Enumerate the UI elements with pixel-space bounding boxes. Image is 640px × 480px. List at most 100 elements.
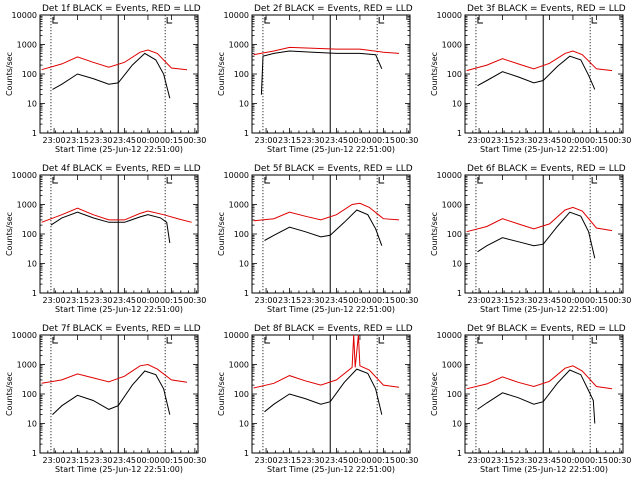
x-tick-label: 23:00 [43, 456, 66, 465]
y-tick-label: 10 [452, 100, 462, 109]
x-axis-label: Start Time (25-Jun-12 22:51:00) [480, 305, 608, 314]
plot-frame [39, 174, 199, 294]
y-tick-label: 10000 [437, 11, 462, 20]
y-tick-label: 10 [27, 420, 37, 429]
x-tick-label: 23:30 [514, 296, 537, 305]
y-tick-label: 10000 [224, 171, 249, 180]
x-axis-label: Start Time (25-Jun-12 22:51:00) [480, 145, 608, 154]
y-tick-label: 1000 [442, 361, 462, 370]
panel-title: Det 2f BLACK = Events, RED = LLD [254, 4, 413, 14]
x-tick-label: 00:00 [348, 296, 371, 305]
lld-series-line [41, 363, 188, 384]
y-tick-label: 100 [447, 70, 462, 79]
x-tick-label: 00:15 [372, 456, 395, 465]
x-axis-label: Start Time (25-Jun-12 22:51:00) [267, 305, 395, 314]
events-series-line [52, 52, 171, 99]
lld-series-line [253, 334, 400, 389]
x-tick-label: 00:30 [395, 456, 418, 465]
panel-title: Det 5f BLACK = Events, RED = LLD [254, 164, 413, 174]
y-tick-label: 100 [234, 390, 249, 399]
y-tick-label: 1 [244, 449, 249, 458]
x-tick-label: 00:00 [136, 136, 159, 145]
plot-frame [39, 14, 199, 134]
corner-mark [52, 17, 58, 24]
y-axis-label: Counts/sec [430, 212, 439, 256]
panel-title: Det 8f BLACK = Events, RED = LLD [254, 324, 413, 334]
x-tick-label: 23:15 [278, 296, 301, 305]
y-axis-label: Counts/sec [217, 52, 226, 96]
x-tick-label: 23:15 [278, 136, 301, 145]
corner-mark [52, 337, 58, 344]
y-tick-label: 10000 [12, 331, 37, 340]
y-tick-label: 10000 [12, 11, 37, 20]
x-tick-label: 23:30 [514, 456, 537, 465]
x-tick-label: 00:00 [348, 136, 371, 145]
y-tick-label: 1000 [229, 361, 249, 370]
x-tick-label: 23:15 [278, 456, 301, 465]
y-tick-label: 100 [447, 390, 462, 399]
lld-series-line [253, 46, 400, 56]
corner-mark [477, 337, 483, 344]
x-tick-label: 00:15 [585, 296, 608, 305]
y-tick-label: 1000 [17, 201, 37, 210]
x-tick-label: 23:00 [255, 136, 278, 145]
x-tick-label: 00:30 [395, 136, 418, 145]
x-tick-label: 00:15 [160, 136, 183, 145]
events-series-line [260, 50, 383, 95]
x-tick-label: 23:45 [113, 136, 136, 145]
x-tick-label: 23:30 [514, 136, 537, 145]
y-tick-label: 10000 [12, 171, 37, 180]
x-tick-label: 23:15 [491, 296, 514, 305]
corner-mark [591, 337, 598, 344]
x-tick-label: 23:45 [113, 456, 136, 465]
corner-mark [378, 17, 385, 24]
x-tick-label: 00:30 [183, 456, 206, 465]
y-tick-label: 1000 [17, 41, 37, 50]
y-tick-label: 10000 [224, 331, 249, 340]
lld-series-line [466, 206, 613, 233]
x-tick-label: 00:15 [372, 136, 395, 145]
plot-frame [251, 14, 411, 134]
x-axis-label: Start Time (25-Jun-12 22:51:00) [267, 465, 395, 474]
events-series-line [477, 369, 596, 424]
corner-mark [378, 337, 385, 344]
x-tick-label: 23:45 [325, 456, 348, 465]
x-tick-label: 23:45 [538, 296, 561, 305]
x-tick-label: 23:45 [325, 296, 348, 305]
x-tick-label: 23:30 [301, 296, 324, 305]
y-axis-label: Counts/sec [5, 372, 14, 416]
y-tick-label: 10 [239, 420, 249, 429]
x-tick-label: 00:00 [136, 456, 159, 465]
y-tick-label: 1000 [229, 201, 249, 210]
x-tick-label: 23:30 [301, 456, 324, 465]
panel-8: Det 8f BLACK = Events, RED = LLD 1 10 100 10… [217, 324, 418, 474]
corner-mark [264, 337, 270, 344]
events-series-line [477, 55, 596, 90]
corner-mark [166, 17, 173, 24]
x-tick-label: 00:30 [395, 296, 418, 305]
panel-title: Det 9f BLACK = Events, RED = LLD [467, 324, 626, 334]
y-axis-label: Counts/sec [5, 52, 14, 96]
x-tick-label: 00:00 [561, 136, 584, 145]
y-tick-label: 1000 [17, 361, 37, 370]
y-tick-label: 100 [447, 230, 462, 239]
events-series-line [50, 211, 171, 243]
y-tick-label: 1000 [442, 201, 462, 210]
panel-5: Det 5f BLACK = Events, RED = LLD 1 10 100 10… [217, 164, 418, 314]
corner-mark [52, 177, 58, 184]
y-tick-label: 1 [32, 129, 37, 138]
x-tick-label: 23:30 [89, 456, 112, 465]
corner-mark [378, 177, 385, 184]
y-axis-label: Counts/sec [430, 372, 439, 416]
x-tick-label: 23:45 [325, 136, 348, 145]
corner-mark [591, 177, 598, 184]
x-tick-label: 23:45 [538, 136, 561, 145]
x-tick-label: 23:00 [468, 136, 491, 145]
corner-mark [166, 177, 173, 184]
y-tick-label: 1 [32, 289, 37, 298]
y-tick-label: 10 [27, 260, 37, 269]
panel-title: Det 6f BLACK = Events, RED = LLD [467, 164, 626, 174]
y-axis-label: Counts/sec [217, 372, 226, 416]
x-tick-label: 00:15 [372, 296, 395, 305]
